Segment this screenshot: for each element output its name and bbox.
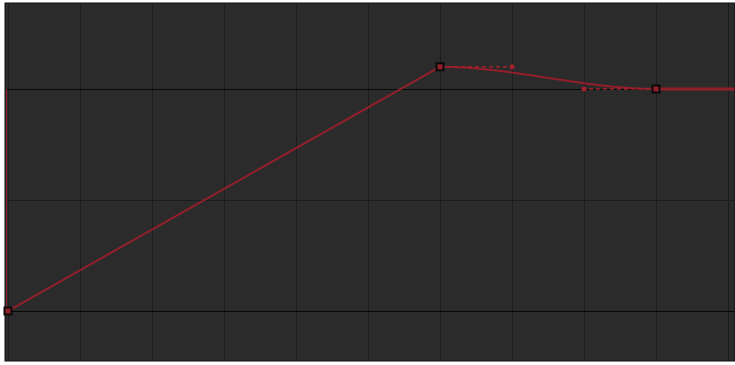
keyframe-inner (437, 64, 443, 70)
graph-background (5, 3, 735, 361)
keyframe-inner (653, 86, 659, 92)
keyframe-handle[interactable] (435, 62, 445, 72)
tangent-layer (440, 64, 656, 92)
keyframe-inner (5, 308, 11, 314)
keyframe-handle[interactable] (651, 84, 661, 94)
keyframe-layer (3, 62, 661, 316)
tangent-handle[interactable] (509, 64, 515, 70)
graph-border (4, 2, 735, 362)
keyframe-handle[interactable] (3, 306, 13, 316)
tangent-handle[interactable] (581, 86, 587, 92)
